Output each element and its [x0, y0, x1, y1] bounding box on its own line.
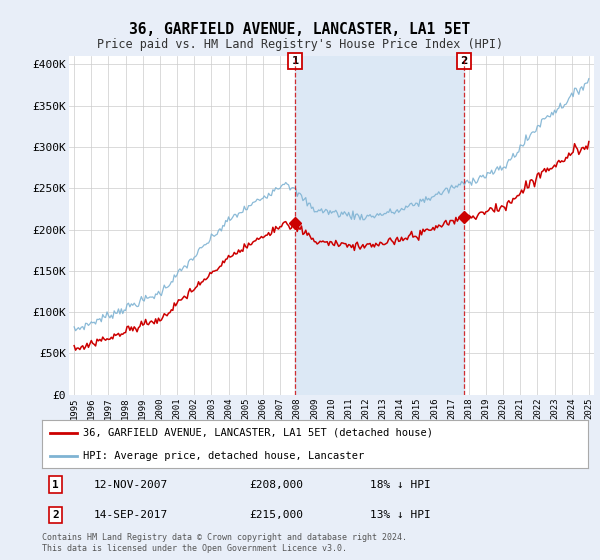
Text: 2: 2 — [460, 56, 467, 66]
Text: 36, GARFIELD AVENUE, LANCASTER, LA1 5ET (detached house): 36, GARFIELD AVENUE, LANCASTER, LA1 5ET … — [83, 428, 433, 438]
Text: 18% ↓ HPI: 18% ↓ HPI — [370, 479, 430, 489]
Text: Price paid vs. HM Land Registry's House Price Index (HPI): Price paid vs. HM Land Registry's House … — [97, 38, 503, 50]
Text: 14-SEP-2017: 14-SEP-2017 — [94, 510, 168, 520]
Text: 36, GARFIELD AVENUE, LANCASTER, LA1 5ET: 36, GARFIELD AVENUE, LANCASTER, LA1 5ET — [130, 22, 470, 38]
Text: £208,000: £208,000 — [250, 479, 304, 489]
Text: 1: 1 — [52, 479, 59, 489]
Text: HPI: Average price, detached house, Lancaster: HPI: Average price, detached house, Lanc… — [83, 451, 364, 461]
Text: £215,000: £215,000 — [250, 510, 304, 520]
Text: Contains HM Land Registry data © Crown copyright and database right 2024.
This d: Contains HM Land Registry data © Crown c… — [42, 533, 407, 553]
Text: 2: 2 — [52, 510, 59, 520]
Text: 1: 1 — [292, 56, 299, 66]
Text: 12-NOV-2007: 12-NOV-2007 — [94, 479, 168, 489]
Text: 13% ↓ HPI: 13% ↓ HPI — [370, 510, 430, 520]
Bar — [295, 56, 464, 395]
